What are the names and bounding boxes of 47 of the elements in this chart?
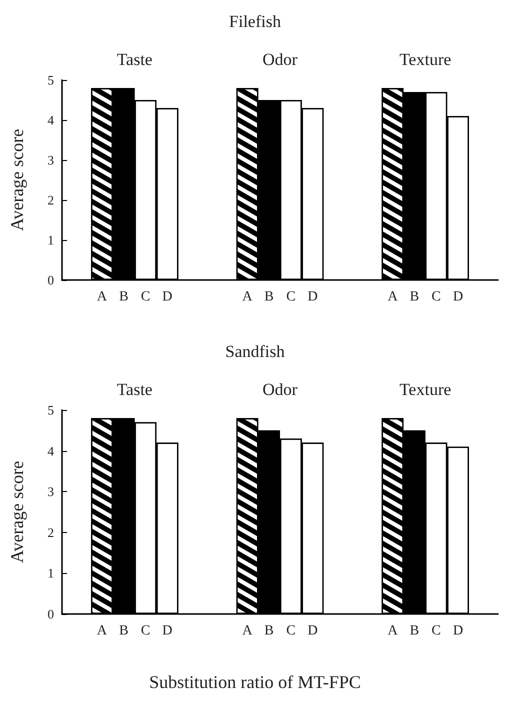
series-label: A bbox=[96, 290, 108, 304]
series-label: C bbox=[140, 290, 150, 304]
y-tick-label: 1 bbox=[48, 566, 54, 581]
x-tick-label: Taste bbox=[116, 380, 152, 399]
y-tick-label: 1 bbox=[48, 232, 54, 248]
y-tick-label: 2 bbox=[48, 524, 54, 540]
text: B bbox=[410, 290, 420, 304]
text: A bbox=[242, 290, 252, 304]
series-label: B bbox=[119, 624, 128, 638]
x-tick-label: Odor bbox=[262, 50, 298, 69]
x-tick-label: Texture bbox=[399, 50, 452, 69]
series-label: D bbox=[162, 290, 172, 304]
y-tick-label: 4 bbox=[48, 443, 54, 458]
chart-title: Filefish bbox=[229, 12, 282, 31]
series-label: C bbox=[140, 624, 150, 638]
y-tick-label: 0 bbox=[48, 272, 54, 288]
text: A bbox=[388, 290, 398, 304]
x-axis-title: Substitution ratio of MT-FPC bbox=[149, 672, 361, 692]
text: B bbox=[410, 624, 420, 638]
y-tick-label: 5 bbox=[48, 402, 54, 418]
y-tick-label: 0 bbox=[48, 606, 54, 622]
text: D bbox=[308, 290, 318, 304]
chart-title: Sandfish bbox=[225, 342, 286, 361]
text: D bbox=[452, 624, 464, 638]
text: C bbox=[286, 624, 296, 638]
x-tick-label: Texture bbox=[399, 380, 452, 399]
text: B bbox=[264, 290, 274, 304]
x-tick-label: Taste bbox=[116, 50, 152, 69]
y-axis-title: Average score bbox=[7, 460, 27, 564]
text: D bbox=[452, 290, 464, 304]
text: C bbox=[432, 290, 441, 304]
y-tick-label: 3 bbox=[48, 152, 54, 168]
y-tick-label: 3 bbox=[48, 484, 54, 500]
text: A bbox=[242, 624, 252, 638]
y-tick-label: 5 bbox=[48, 72, 54, 88]
text: C bbox=[432, 624, 441, 638]
text: B bbox=[264, 624, 274, 638]
y-axis-title: Average score bbox=[7, 128, 27, 232]
x-tick-label: Odor bbox=[262, 380, 298, 399]
text: A bbox=[388, 624, 398, 638]
y-tick-label: 2 bbox=[48, 192, 54, 208]
series-label: B bbox=[119, 290, 128, 304]
series-label: D bbox=[162, 624, 172, 638]
y-tick-label: 4 bbox=[48, 112, 54, 128]
series-label: A bbox=[96, 624, 108, 638]
text: C bbox=[286, 290, 296, 304]
text: D bbox=[308, 624, 318, 638]
